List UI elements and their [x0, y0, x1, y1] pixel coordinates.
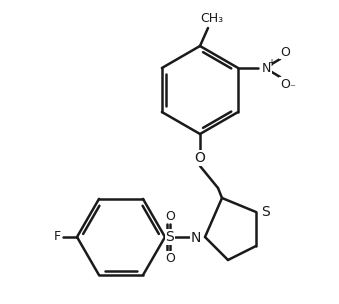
- Text: S: S: [261, 205, 270, 219]
- Text: S: S: [166, 230, 174, 244]
- Text: F: F: [54, 230, 61, 244]
- Text: O: O: [280, 78, 290, 91]
- Text: N: N: [191, 231, 201, 245]
- Text: O: O: [165, 209, 175, 223]
- Text: CH₃: CH₃: [200, 12, 223, 25]
- Text: N: N: [261, 61, 271, 74]
- Text: O: O: [195, 151, 205, 165]
- Text: ⁻: ⁻: [289, 83, 295, 93]
- Text: +: +: [267, 58, 275, 68]
- Text: O: O: [280, 46, 290, 58]
- Text: O: O: [165, 251, 175, 264]
